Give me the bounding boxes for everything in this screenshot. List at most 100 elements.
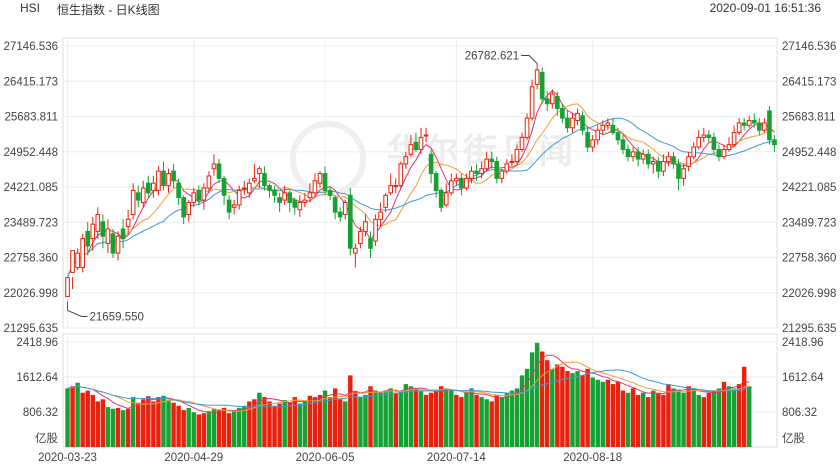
candle-body bbox=[196, 189, 202, 201]
x-tick-label: 2020-03-23 bbox=[38, 452, 97, 464]
volume-tick-label-right: 1612.64 bbox=[782, 372, 824, 384]
candle-body bbox=[70, 250, 75, 273]
price-tick-label-left: 22758.360 bbox=[4, 253, 58, 265]
candle-body bbox=[484, 158, 489, 170]
volume-bar bbox=[686, 386, 691, 447]
candle-body bbox=[403, 156, 409, 165]
volume-bar bbox=[221, 407, 227, 447]
candle-body bbox=[156, 170, 161, 191]
volume-bar bbox=[242, 405, 247, 447]
candle-body bbox=[146, 182, 151, 194]
candle-body bbox=[130, 189, 136, 216]
volume-bar bbox=[302, 401, 308, 447]
candle-body bbox=[312, 180, 318, 194]
candle-body bbox=[120, 228, 126, 240]
candle-body bbox=[666, 156, 671, 163]
volume-bar bbox=[605, 379, 611, 447]
volume-bar bbox=[625, 392, 631, 447]
volume-bar bbox=[287, 402, 292, 447]
volume-bar bbox=[433, 390, 439, 447]
candle-body bbox=[590, 139, 596, 148]
candle-body bbox=[711, 136, 717, 150]
volume-bar bbox=[595, 379, 600, 447]
candle-body bbox=[201, 187, 207, 201]
volume-bar bbox=[747, 386, 752, 447]
volume-bar bbox=[312, 397, 318, 447]
candle-body bbox=[544, 98, 550, 105]
volume-bar bbox=[716, 388, 722, 447]
candle-body bbox=[297, 201, 303, 211]
volume-bar bbox=[337, 399, 343, 447]
volume-bar bbox=[186, 407, 191, 447]
volume-bar bbox=[676, 390, 681, 447]
volume-bar bbox=[494, 394, 499, 447]
volume-bar bbox=[489, 401, 494, 447]
price-tick-label-left: 24952.448 bbox=[4, 147, 58, 159]
volume-bar bbox=[211, 409, 217, 447]
volume-bar bbox=[570, 373, 575, 447]
candle-body bbox=[726, 144, 732, 150]
candle-body bbox=[115, 235, 121, 254]
volume-bar bbox=[438, 386, 444, 447]
candles bbox=[65, 63, 777, 311]
volume-bar bbox=[125, 408, 131, 447]
volume-bar bbox=[100, 399, 106, 447]
low-annotation-leader bbox=[67, 310, 88, 317]
volume-bar bbox=[545, 360, 550, 447]
price-tick-label-left: 23489.723 bbox=[4, 217, 58, 229]
candle-body bbox=[534, 69, 540, 85]
volume-bar bbox=[651, 390, 656, 447]
volume-bar bbox=[529, 352, 535, 447]
volume-bar bbox=[70, 386, 75, 447]
candle-body bbox=[100, 221, 106, 237]
volume-tick-label-left: 2418.96 bbox=[16, 337, 58, 349]
grid bbox=[62, 37, 778, 448]
volume-bar bbox=[575, 371, 580, 447]
candle-body bbox=[736, 122, 742, 134]
candle-body bbox=[307, 192, 313, 199]
volume-bar bbox=[257, 392, 262, 447]
volume-bar bbox=[317, 394, 323, 447]
candle-body bbox=[509, 161, 515, 164]
candle-body bbox=[489, 158, 495, 163]
candle-body bbox=[701, 134, 707, 138]
volume-bar bbox=[736, 384, 742, 447]
volume-bar bbox=[459, 397, 464, 447]
candle-body bbox=[645, 153, 651, 165]
volume-bar bbox=[428, 392, 434, 447]
candle-body bbox=[347, 194, 353, 249]
candle-body bbox=[539, 71, 545, 100]
volume-bar bbox=[146, 396, 151, 447]
candle-body bbox=[95, 214, 101, 232]
volume-bar bbox=[534, 342, 540, 447]
volume-bar bbox=[585, 368, 590, 447]
price-tick-label-left: 22026.998 bbox=[4, 288, 58, 300]
volume-tick-label-left: 806.32 bbox=[23, 407, 58, 419]
candle-body bbox=[640, 153, 646, 160]
candle-body bbox=[378, 211, 383, 220]
volume-bar bbox=[393, 392, 398, 447]
volume-bar bbox=[726, 386, 732, 447]
candle-body bbox=[443, 192, 449, 206]
candle-body bbox=[181, 197, 186, 218]
volume-bar bbox=[166, 400, 171, 447]
candle-body bbox=[519, 136, 525, 150]
volume-bar bbox=[600, 381, 606, 447]
volume-bar bbox=[272, 405, 277, 447]
candle-body bbox=[772, 139, 777, 146]
candle-body bbox=[282, 192, 287, 201]
volume-unit-left: 亿股 bbox=[35, 432, 58, 445]
volume-bar bbox=[363, 394, 368, 447]
candle-body bbox=[398, 163, 404, 187]
candle-body bbox=[80, 238, 85, 269]
volume-bar bbox=[358, 397, 363, 447]
candle-body bbox=[221, 177, 227, 196]
volume-bar bbox=[620, 390, 626, 447]
candle-body bbox=[236, 189, 242, 206]
volume-bar bbox=[630, 388, 636, 447]
volume-bar bbox=[681, 392, 686, 447]
volume-bar bbox=[348, 375, 353, 447]
candle-body bbox=[408, 144, 414, 155]
candle-body bbox=[600, 124, 606, 131]
volume-bar bbox=[383, 390, 388, 447]
